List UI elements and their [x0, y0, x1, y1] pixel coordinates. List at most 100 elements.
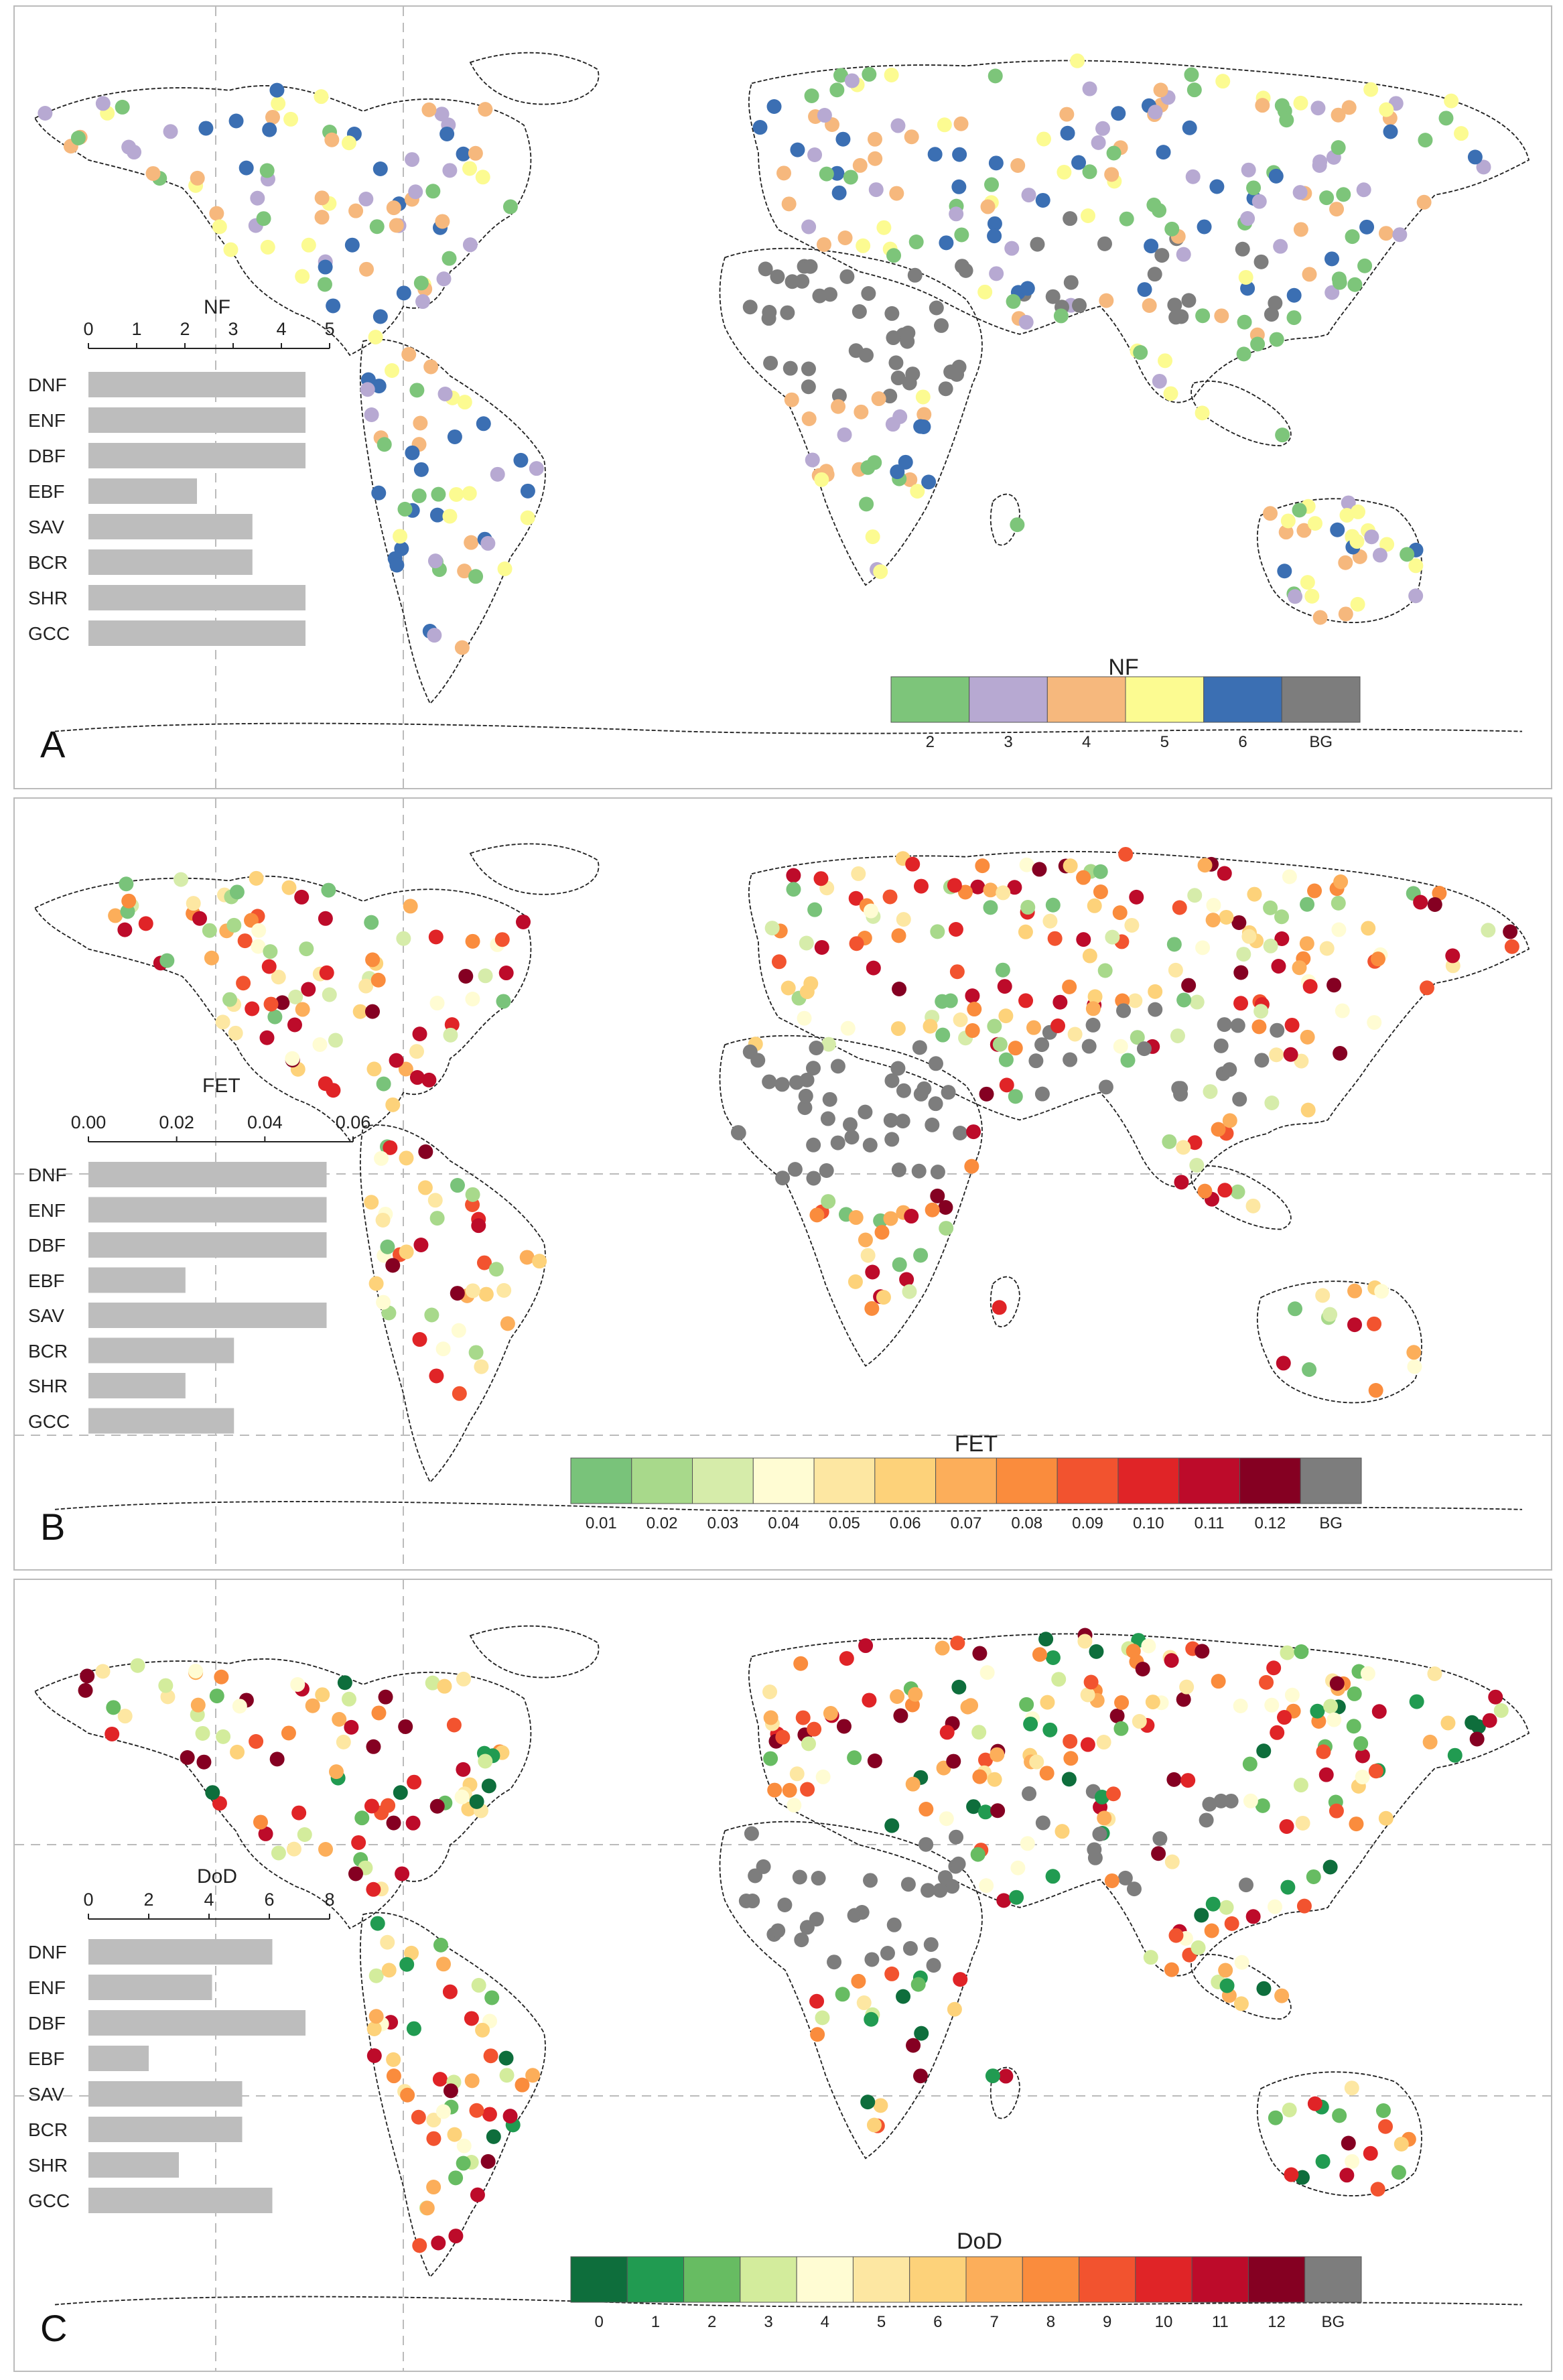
site-point	[858, 348, 874, 363]
inset-tick-label: 2	[180, 319, 190, 339]
inset-category-label: SAV	[28, 2084, 64, 2105]
site-point	[394, 541, 409, 556]
site-point	[884, 67, 899, 82]
site-point	[263, 996, 279, 1012]
site-point	[1331, 140, 1346, 155]
site-point	[427, 628, 442, 643]
site-point	[1232, 1092, 1247, 1107]
site-point	[886, 1917, 902, 1932]
site-point	[782, 1782, 797, 1798]
site-point	[399, 1957, 415, 1972]
legend-label: BG	[1319, 1514, 1343, 1532]
site-point	[483, 2048, 498, 2064]
site-point	[1009, 1890, 1024, 1905]
legend-swatch	[692, 1457, 754, 1504]
site-point	[1010, 157, 1026, 173]
site-point	[972, 1769, 988, 1784]
legend-swatch	[1203, 676, 1282, 723]
site-point	[1038, 1632, 1054, 1647]
site-point	[1142, 298, 1157, 314]
site-point	[486, 2129, 501, 2144]
site-point	[222, 992, 238, 1007]
inset-bar	[88, 2152, 179, 2178]
world-map	[15, 799, 1551, 1569]
site-point	[1332, 275, 1347, 290]
site-point	[383, 1140, 398, 1155]
site-point	[851, 866, 866, 881]
site-point	[372, 309, 388, 324]
site-point	[38, 106, 53, 121]
legend-swatch	[965, 2256, 1023, 2303]
site-point	[105, 1726, 120, 1741]
legend-label: BG	[1321, 2313, 1345, 2331]
site-point	[328, 1764, 344, 1780]
site-point	[1330, 522, 1345, 537]
site-point	[819, 166, 834, 182]
site-point	[1205, 1896, 1221, 1912]
site-point	[462, 486, 477, 501]
site-point	[1251, 194, 1267, 209]
site-point	[1128, 993, 1143, 1008]
site-point	[1312, 610, 1328, 625]
site-point	[256, 211, 271, 226]
site-point	[1179, 1679, 1195, 1695]
site-point	[813, 871, 829, 886]
site-point	[1034, 1037, 1050, 1053]
site-point	[895, 1114, 910, 1129]
site-point	[990, 1803, 1006, 1819]
site-point	[411, 488, 427, 503]
site-point	[1331, 895, 1346, 911]
site-point	[1026, 1020, 1042, 1035]
site-point	[404, 1945, 419, 1961]
site-point	[960, 1699, 975, 1715]
inset-bar	[88, 514, 253, 539]
site-point	[425, 1675, 440, 1691]
legend-swatch	[969, 676, 1048, 723]
site-point	[481, 1778, 496, 1794]
site-point	[863, 903, 878, 919]
site-point	[377, 437, 392, 452]
site-point	[465, 1187, 480, 1202]
site-point	[436, 1957, 452, 1972]
site-point	[1034, 1086, 1050, 1102]
site-point	[1355, 1770, 1370, 1785]
inset-bar	[88, 1232, 327, 1258]
site-point	[1047, 931, 1063, 946]
site-point	[874, 1225, 890, 1240]
site-point	[1187, 888, 1203, 903]
site-point	[498, 966, 514, 981]
site-point	[923, 1937, 939, 1953]
site-point	[1063, 858, 1078, 874]
site-point	[1019, 1697, 1034, 1712]
site-point	[405, 152, 420, 168]
site-point	[1351, 504, 1366, 519]
antarctica-outline	[54, 1501, 1523, 1512]
site-point	[1329, 202, 1345, 217]
site-point	[949, 206, 964, 222]
site-point	[831, 399, 846, 414]
site-point	[471, 1977, 486, 1993]
site-point	[805, 452, 820, 468]
legend-title: DoD	[956, 2229, 1003, 2254]
site-point	[1166, 1772, 1182, 1787]
site-point	[1293, 222, 1308, 237]
site-point	[1374, 1284, 1389, 1299]
site-point	[1158, 353, 1173, 369]
site-point	[500, 1316, 515, 1331]
site-point	[937, 1870, 953, 1886]
site-point	[237, 933, 253, 949]
inset-tick-label: 0.04	[247, 1112, 283, 1132]
site-point	[366, 2021, 382, 2036]
site-point	[1020, 1836, 1035, 1851]
site-point	[1355, 1748, 1370, 1764]
legend-label: 11	[1211, 2313, 1229, 2331]
inset-bar	[88, 1162, 327, 1187]
site-point	[216, 1729, 231, 1744]
site-point	[1028, 1053, 1044, 1069]
site-point	[1274, 1988, 1290, 2003]
site-point	[328, 1033, 343, 1048]
site-point	[431, 2235, 446, 2251]
site-point	[326, 298, 341, 314]
site-point	[742, 300, 758, 315]
site-point	[432, 2072, 448, 2087]
